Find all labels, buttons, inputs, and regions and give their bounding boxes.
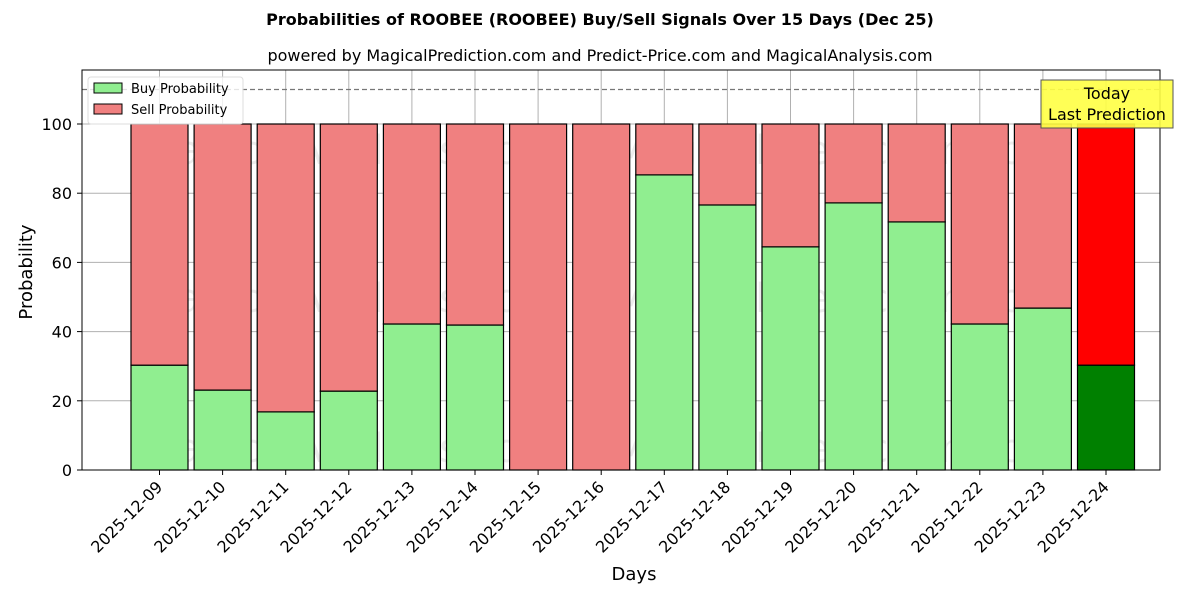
sell-bar	[509, 123, 568, 471]
buy-bar	[1076, 364, 1136, 471]
annotation-line1: Today	[1083, 84, 1130, 103]
bars	[130, 123, 1136, 471]
legend-sell-label: Sell Probability	[131, 103, 228, 118]
buy-bar	[950, 323, 1009, 471]
sell-bar	[950, 123, 1009, 325]
x-axis: 2025-12-092025-12-102025-12-112025-12-12…	[87, 470, 1113, 557]
sell-bar	[824, 123, 883, 204]
buy-bar	[1013, 307, 1073, 471]
sell-bar	[1013, 123, 1073, 309]
sell-bar	[887, 123, 946, 223]
sell-bar	[698, 123, 757, 206]
y-tick-label: 60	[52, 253, 72, 272]
buy-bar	[824, 202, 883, 471]
legend: Buy Probability Sell Probability	[87, 76, 244, 125]
legend-sell-swatch	[93, 103, 123, 115]
plot-frame	[81, 69, 1161, 471]
legend-buy-label: Buy Probability	[131, 82, 229, 97]
sell-bar	[319, 123, 378, 392]
y-axis: 0 20 40 60 80 100	[41, 115, 82, 480]
sell-bar	[256, 123, 315, 413]
y-tick-label: 40	[52, 323, 72, 342]
y-tick-label: 20	[52, 392, 72, 411]
buy-bar	[193, 389, 252, 471]
x-axis-label: Days	[612, 564, 657, 585]
y-tick-label: 0	[62, 461, 72, 480]
sell-bar	[193, 123, 252, 391]
y-tick-label: 100	[41, 115, 72, 134]
sell-bar	[382, 123, 441, 325]
sell-bar	[130, 123, 189, 366]
buy-bar	[256, 411, 315, 471]
buy-bar	[319, 390, 378, 471]
buy-bar	[887, 221, 946, 471]
buy-bar	[445, 324, 505, 471]
sell-bar	[445, 123, 505, 326]
chart-title: Probabilities of ROOBEE (ROOBEE) Buy/Sel…	[266, 10, 934, 29]
y-axis-label: Probability	[16, 224, 37, 319]
buy-bar	[698, 204, 757, 471]
buy-bar	[635, 174, 694, 471]
sell-bar	[1076, 123, 1136, 366]
buy-bar	[382, 323, 441, 471]
chart-subtitle: powered by MagicalPrediction.com and Pre…	[267, 46, 933, 65]
legend-buy-swatch	[93, 82, 123, 94]
buy-bar	[761, 246, 820, 471]
sell-bar	[572, 123, 631, 471]
annotation-line2: Last Prediction	[1048, 105, 1166, 124]
sell-bar	[635, 123, 694, 176]
sell-bar	[761, 123, 820, 248]
today-annotation: Today Last Prediction	[1040, 79, 1174, 129]
buy-bar	[130, 364, 189, 471]
y-tick-label: 80	[52, 184, 72, 203]
